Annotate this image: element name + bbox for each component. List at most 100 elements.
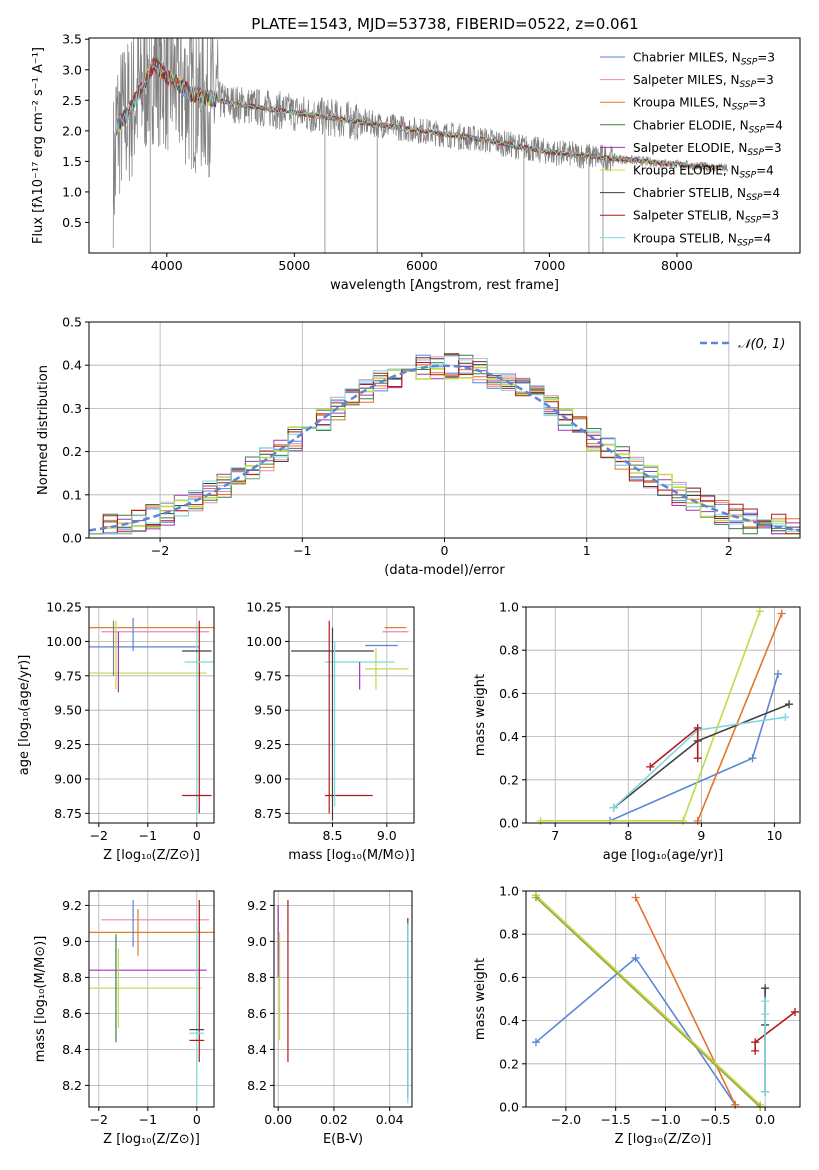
weight-point-marker (791, 1007, 800, 1016)
y-tick-label: 9.50 (54, 703, 82, 718)
weight-series-line (634, 897, 736, 1106)
spectrum-legend: Chabrier MILES, NSSP=3 Salpeter MILES, NS… (600, 51, 783, 248)
weight-vs-Z-axes: −2.0 −1.5 −1.0 −0.5 0.0 0.0 0.2 0.4 0.6 0.8 1.0 Z [… (473, 884, 801, 1147)
axes-frame (88, 606, 215, 824)
age-vs-mass-errorbars (291, 620, 409, 821)
y-tick-label: 8.4 (247, 1042, 267, 1057)
legend-label: Kroupa ELODIE, NSSP=4 (633, 164, 774, 181)
y-axis-label: Normed distribution (36, 365, 51, 495)
y-tick-label: 0.2 (499, 1056, 519, 1071)
y-tick-label: 0.0 (62, 531, 82, 546)
gaussian-reference (89, 364, 800, 532)
x-tick-label: 9.0 (377, 828, 397, 843)
x-tick-label: −1 (139, 1112, 157, 1127)
weight-point-marker (631, 953, 640, 962)
weight-point-marker (761, 984, 770, 993)
mass-vs-Z-plot-area (89, 900, 214, 1104)
x-tick-label: 0 (193, 1112, 201, 1127)
x-tick-label: −1.0 (650, 1112, 680, 1127)
y-tick-label: 0.5 (62, 315, 82, 330)
y-tick-label: 2.5 (62, 93, 82, 108)
weight-vs-age-lines (536, 607, 794, 825)
weight-point-marker (693, 816, 702, 825)
x-tick-label: 7 (551, 828, 559, 843)
weight-point-marker (751, 1038, 760, 1047)
y-tick-label: 0.0 (499, 816, 519, 831)
y-axis-label: age [log₁₀(age/yr)] (17, 655, 32, 776)
legend-label: Kroupa STELIB, NSSP=4 (633, 231, 771, 248)
y-tick-label: 1.0 (499, 600, 519, 615)
x-tick-label: 0.02 (320, 1112, 348, 1127)
mass-vs-ebv-axes: 0.00 0.02 0.04 8.2 8.4 8.6 8.8 9.0 9.2 E(B-V) (247, 890, 413, 1147)
weight-point-marker (748, 754, 757, 763)
y-tick-label: 9.75 (54, 668, 82, 683)
x-tick-label: 0.00 (264, 1112, 292, 1127)
age-vs-mass-plot-area (291, 620, 409, 821)
x-tick-label: 9 (697, 828, 705, 843)
weight-point-marker (536, 816, 545, 825)
y-tick-label: 0.8 (499, 927, 519, 942)
weight-point-marker (785, 700, 794, 709)
legend-label: Chabrier MILES, NSSP=3 (633, 51, 775, 68)
x-axis-label: Z [log₁₀(Z/Z⊙)] (103, 848, 200, 863)
residual-histogram (89, 366, 800, 535)
weight-series-line (609, 673, 779, 822)
weight-series-line (696, 613, 783, 822)
weight-point-marker (774, 669, 783, 678)
x-tick-label: −2 (151, 543, 169, 558)
weight-point-marker (731, 1100, 740, 1109)
y-tick-label: 8.8 (62, 970, 82, 985)
y-axis-label: mass [log₁₀(M/M⊙)] (33, 936, 48, 1063)
y-tick-label: 1.5 (62, 154, 82, 169)
axes-frame (525, 890, 801, 1108)
x-axis-label: (data-model)/error (384, 563, 505, 578)
x-tick-label: 10 (766, 828, 782, 843)
y-tick-label: 8.2 (247, 1078, 267, 1093)
y-tick-label: 8.8 (247, 970, 267, 985)
legend-label: Chabrier ELODIE, NSSP=4 (633, 118, 783, 135)
y-tick-label: 9.50 (254, 703, 282, 718)
age-vs-mass-axes: 8.5 9.0 8.75 9.00 9.25 9.50 9.75 10.00 10.25 mass… (246, 600, 415, 864)
y-tick-label: 9.00 (254, 771, 282, 786)
x-tick-label: 0 (441, 543, 449, 558)
y-tick-label: 8.6 (247, 1006, 267, 1021)
weight-point-marker (751, 1046, 760, 1055)
spectrum-axes: 4000 5000 6000 7000 8000 0.5 1.0 1.5 2.0 2.5 3.0 3.… (31, 32, 801, 293)
y-tick-label: 0.4 (62, 358, 82, 373)
x-tick-label: −1.5 (600, 1112, 630, 1127)
weight-series-line (535, 896, 761, 1108)
legend-label: 𝒩(0, 1) (738, 337, 785, 352)
weight-point-marker (755, 607, 764, 616)
weight-series-line (535, 894, 761, 1106)
model-spectrum (115, 60, 716, 171)
y-axis-label: Flux [fλ10⁻¹⁷ erg cm⁻² s⁻¹ A⁻¹] (31, 47, 46, 244)
weight-vs-Z-plot-area (531, 891, 800, 1111)
y-tick-label: 9.25 (54, 737, 82, 752)
x-tick-label: −2 (90, 828, 108, 843)
weight-point-marker (781, 713, 790, 722)
legend-label: Chabrier STELIB, NSSP=4 (633, 186, 780, 203)
x-tick-label: 8.5 (323, 828, 343, 843)
weight-point-marker (761, 1087, 770, 1096)
mass-vs-Z-errorbars (89, 900, 214, 1104)
mass-vs-Z-axes: −2 −1 0 8.2 8.4 8.6 8.8 9.0 9.2 Z [log₁₀(Z/Z⊙)] ma… (33, 890, 215, 1147)
y-tick-label: 9.2 (247, 898, 267, 913)
y-tick-label: 0.4 (499, 729, 519, 744)
y-tick-label: 9.0 (247, 934, 267, 949)
y-tick-label: 9.25 (254, 737, 282, 752)
x-axis-label: mass [log₁₀(M/M⊙)] (288, 848, 415, 863)
y-tick-label: 8.2 (62, 1078, 82, 1093)
y-tick-label: 1.0 (499, 884, 519, 899)
x-axis-label: wavelength [Angstrom, rest frame] (330, 278, 559, 293)
y-axis-label: mass weight (473, 958, 488, 1040)
y-tick-label: 10.00 (246, 634, 282, 649)
x-tick-label: −0.5 (700, 1112, 730, 1127)
x-tick-label: 8000 (661, 258, 693, 273)
mass-vs-ebv-errorbars (277, 900, 409, 1104)
y-tick-label: 3.0 (62, 62, 82, 77)
y-tick-label: 0.0 (499, 1100, 519, 1115)
y-tick-label: 0.6 (499, 686, 519, 701)
x-tick-label: 0 (193, 828, 201, 843)
weight-point-marker (761, 1010, 770, 1019)
axes-frame (525, 606, 801, 824)
